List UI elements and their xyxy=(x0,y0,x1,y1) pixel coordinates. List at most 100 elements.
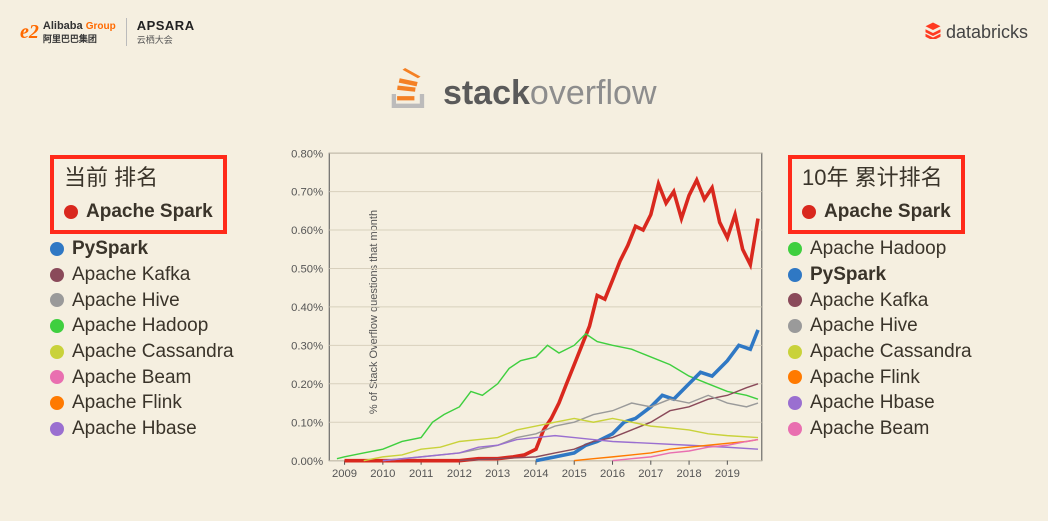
left-legend-item: Apache Hive xyxy=(50,288,270,314)
left-legend-item: Apache Flink xyxy=(50,390,270,416)
legend-label: Apache Spark xyxy=(824,199,951,225)
legend-label: Apache Cassandra xyxy=(72,339,234,365)
page-title: stackoverflow xyxy=(0,68,1048,117)
alibaba-suffix: Group xyxy=(86,21,116,32)
svg-text:2014: 2014 xyxy=(523,468,548,480)
svg-text:2012: 2012 xyxy=(447,468,472,480)
legend-label: Apache Flink xyxy=(810,365,920,391)
right-legend-item: PySpark xyxy=(788,262,1008,288)
svg-text:0.00%: 0.00% xyxy=(291,456,323,468)
series-apache-spark xyxy=(345,180,758,461)
databricks-text: databricks xyxy=(946,22,1028,43)
right-legend-item: Apache Hadoop xyxy=(788,236,1008,262)
legend-dot xyxy=(64,205,78,219)
legend-label: Apache Beam xyxy=(810,416,929,442)
legend-label: Apache Hive xyxy=(810,313,918,339)
databricks-icon xyxy=(924,21,942,44)
svg-text:2015: 2015 xyxy=(562,468,587,480)
left-legend-item: Apache Kafka xyxy=(50,262,270,288)
legend-dot xyxy=(788,422,802,436)
apsara-logo: APSARA 云栖大会 xyxy=(137,18,195,46)
alibaba-logo: e2 Alibaba Group 阿里巴巴集团 xyxy=(20,20,116,45)
svg-text:0.40%: 0.40% xyxy=(291,302,323,314)
svg-text:2019: 2019 xyxy=(715,468,740,480)
left-legend-item: Apache Hadoop xyxy=(50,313,270,339)
svg-text:0.10%: 0.10% xyxy=(291,417,323,429)
legend-dot xyxy=(50,242,64,256)
legend-dot xyxy=(50,293,64,307)
apsara-brand: APSARA xyxy=(137,18,195,33)
legend-dot xyxy=(788,293,802,307)
legend-label: Apache Hadoop xyxy=(810,236,946,262)
left-highlight-box: 当前 排名 Apache Spark xyxy=(50,155,227,234)
legend-dot xyxy=(50,268,64,282)
stackoverflow-icon xyxy=(391,68,427,117)
legend-dot xyxy=(788,345,802,359)
left-legend-item: Apache Cassandra xyxy=(50,339,270,365)
left-heading: 当前 排名 xyxy=(64,163,213,193)
legend-dot xyxy=(788,370,802,384)
alibaba-chinese: 阿里巴巴集团 xyxy=(43,32,116,45)
svg-text:2010: 2010 xyxy=(370,468,395,480)
legend-label: Apache Hbase xyxy=(72,416,197,442)
alibaba-icon: e2 xyxy=(20,21,39,44)
svg-text:0.60%: 0.60% xyxy=(291,225,323,237)
left-legend-item: Apache Hbase xyxy=(50,416,270,442)
svg-text:2009: 2009 xyxy=(332,468,357,480)
legend-label: Apache Flink xyxy=(72,390,182,416)
svg-text:2013: 2013 xyxy=(485,468,510,480)
svg-text:0.20%: 0.20% xyxy=(291,379,323,391)
header: e2 Alibaba Group 阿里巴巴集团 APSARA 云栖大会 data… xyxy=(20,12,1028,52)
svg-text:0.70%: 0.70% xyxy=(291,187,323,199)
legend-label: Apache Hadoop xyxy=(72,313,208,339)
legend-dot xyxy=(788,396,802,410)
right-legend-item: Apache Spark xyxy=(802,199,951,225)
right-heading: 10年 累计排名 xyxy=(802,163,951,193)
right-highlight-box: 10年 累计排名 Apache Spark xyxy=(788,155,965,234)
left-legend-item: Apache Beam xyxy=(50,365,270,391)
series-apache-hive xyxy=(383,395,758,460)
right-legend-item: Apache Beam xyxy=(788,416,1008,442)
legend-dot xyxy=(50,345,64,359)
title-word2: overflow xyxy=(530,74,657,112)
legend-label: Apache Cassandra xyxy=(810,339,972,365)
alibaba-brand: Alibaba xyxy=(43,20,83,32)
chart: % of Stack Overflow questions that month… xyxy=(278,147,770,477)
right-legend-item: Apache Hbase xyxy=(788,390,1008,416)
legend-dot xyxy=(802,205,816,219)
left-logos: e2 Alibaba Group 阿里巴巴集团 APSARA 云栖大会 xyxy=(20,18,195,46)
legend-label: Apache Kafka xyxy=(72,262,190,288)
left-legend: 当前 排名Apache SparkPySparkApache KafkaApac… xyxy=(50,155,270,441)
svg-text:0.30%: 0.30% xyxy=(291,340,323,352)
right-legend-item: Apache Hive xyxy=(788,313,1008,339)
svg-text:2017: 2017 xyxy=(638,468,663,480)
line-chart-svg: 0.00% 0.10% 0.20% 0.30% 0.40% 0.50% 0.60% 0.70%… xyxy=(278,147,770,485)
legend-dot xyxy=(788,319,802,333)
content: 当前 排名Apache SparkPySparkApache KafkaApac… xyxy=(50,155,1008,501)
right-legend-item: Apache Cassandra xyxy=(788,339,1008,365)
left-legend-item: Apache Spark xyxy=(64,199,213,225)
series-apache-flink xyxy=(574,440,758,461)
legend-dot xyxy=(788,242,802,256)
legend-label: Apache Beam xyxy=(72,365,191,391)
legend-dot xyxy=(50,422,64,436)
logo-divider xyxy=(126,18,127,46)
legend-dot xyxy=(50,370,64,384)
left-legend-item: PySpark xyxy=(50,236,270,262)
svg-text:2011: 2011 xyxy=(409,468,433,480)
databricks-logo: databricks xyxy=(924,21,1028,44)
svg-text:2016: 2016 xyxy=(600,468,625,480)
apsara-sub: 云栖大会 xyxy=(137,33,195,46)
legend-label: PySpark xyxy=(810,262,886,288)
series-apache-hadoop xyxy=(337,334,758,459)
legend-dot xyxy=(50,396,64,410)
right-legend-item: Apache Kafka xyxy=(788,288,1008,314)
legend-dot xyxy=(50,319,64,333)
legend-dot xyxy=(788,268,802,282)
svg-text:0.80%: 0.80% xyxy=(291,148,323,160)
legend-label: PySpark xyxy=(72,236,148,262)
svg-text:0.50%: 0.50% xyxy=(291,264,323,276)
legend-label: Apache Hbase xyxy=(810,390,935,416)
legend-label: Apache Spark xyxy=(86,199,213,225)
legend-label: Apache Kafka xyxy=(810,288,928,314)
